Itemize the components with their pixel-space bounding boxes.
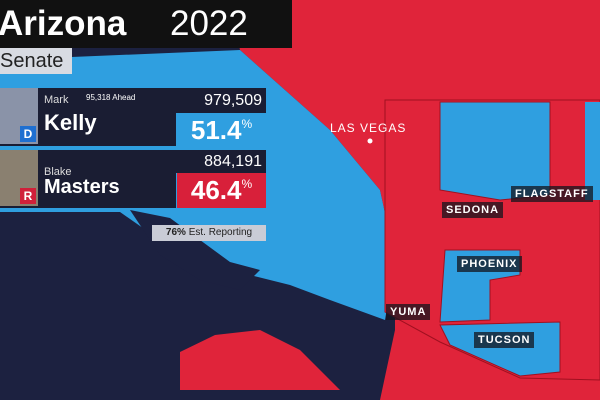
city-label: YUMA [386,304,431,320]
percent: 51.4 [190,115,242,145]
party: R [20,188,36,204]
island [180,330,340,390]
percent-box: 51.4% [177,113,266,148]
candidate-row: R Blake Masters [0,150,176,208]
city-dot [367,138,373,144]
first-name: Mark [44,94,69,106]
first-name: Blake [44,166,72,178]
county-blue [585,102,600,200]
percent-unit: % [241,177,253,191]
city-label: FLAGSTAFF [511,186,593,202]
votes: 979,509 [176,88,266,113]
city-label: TUCSON [474,332,535,348]
last-name: Masters [44,176,120,198]
candidate-row: D Mark Kelly 95,318 Ahead [0,88,176,146]
state: Arizona [0,4,127,43]
race: Senate [0,48,72,74]
city-label: SEDONA [442,202,504,218]
reporting-percent: 76% [165,227,186,238]
percent-box: 46.4% [177,173,266,208]
percent-unit: % [241,117,253,131]
last-name: Kelly [44,110,97,135]
city-label: LAS VEGAS [330,121,407,135]
party: D [20,126,36,142]
city-label: PHOENIX [457,256,522,272]
year: 2022 [170,4,248,43]
lead: 95,318 Ahead [86,93,136,102]
votes: 884,191 [176,150,266,173]
title-bar: Arizona 2022 [0,0,292,48]
reporting-label: Est. Reporting [188,227,253,238]
reporting: 76% Est. Reporting [152,225,266,241]
percent: 46.4 [190,175,242,205]
